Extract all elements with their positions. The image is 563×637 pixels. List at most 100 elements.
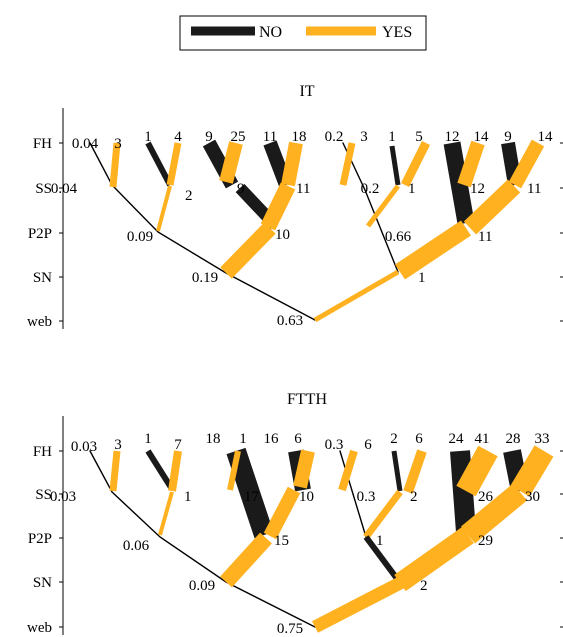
branch-no: [389, 145, 401, 186]
branch-yes: [166, 142, 182, 186]
branch-no: [145, 449, 175, 491]
level-label-p2p: P2P: [28, 531, 52, 547]
branch-yes: [263, 486, 301, 540]
level-label-web: web: [27, 620, 52, 636]
fh-value-label: 16: [264, 431, 280, 447]
fh-value-label: 7: [174, 437, 182, 453]
p2p-value-label: 15: [274, 533, 289, 549]
branch-yes: [394, 526, 474, 592]
fh-value-label: 14: [538, 129, 554, 145]
sn-value-label: 0.19: [192, 270, 218, 286]
fh-value-label: 9: [205, 129, 213, 145]
p2p-value-label: 1: [376, 533, 384, 549]
branch-yes: [220, 222, 276, 279]
p2p-value-label: 29: [478, 533, 493, 549]
branch-yes: [109, 142, 121, 188]
branch-yes: [366, 184, 400, 228]
fh-value-label: 0.2: [325, 129, 344, 145]
level-label-ss: SS: [35, 181, 52, 197]
branch-no: [145, 141, 173, 187]
fh-value-label: 0.04: [72, 136, 99, 152]
branch-yes: [313, 269, 400, 323]
branch-yes: [156, 185, 172, 232]
p2p-value-label: 0.09: [127, 229, 153, 245]
branch-yes: [260, 182, 296, 231]
branch-yes: [220, 532, 272, 588]
level-label-sn: SN: [33, 575, 52, 591]
fh-value-label: 41: [475, 431, 490, 447]
branch-yes: [403, 449, 427, 494]
ss-value-label: 17: [244, 489, 260, 505]
branch-yes: [395, 220, 471, 280]
p2p-value-label: 0.66: [385, 229, 412, 245]
sn-value-label: 0.09: [189, 578, 215, 594]
p2p-value-label: 10: [275, 227, 290, 243]
ss-value-label: 0.3: [357, 489, 376, 505]
branch-no: [226, 447, 274, 539]
fh-value-label: 33: [535, 431, 550, 447]
ss-value-label: 11: [296, 181, 310, 197]
branch-yes: [508, 139, 545, 189]
fh-value-label: 3: [114, 437, 122, 453]
fh-value-label: 6: [364, 437, 372, 453]
fh-value-label: 1: [144, 129, 152, 145]
level-label-p2p: P2P: [28, 226, 52, 242]
fh-value-label: 18: [292, 129, 307, 145]
fh-value-label: 3: [114, 136, 122, 152]
branch-yes: [219, 141, 243, 184]
branch-no: [391, 450, 403, 492]
branch-yes: [158, 491, 174, 536]
branch-yes: [460, 483, 528, 544]
tree-branch-line: [339, 450, 367, 538]
branch-yes: [457, 140, 485, 188]
fh-value-label: 6: [294, 431, 302, 447]
fh-value-label: 2: [390, 431, 398, 447]
ss-value-label: 0.04: [51, 181, 78, 197]
branch-yes: [281, 141, 303, 187]
tree-branch-line: [89, 142, 316, 321]
fh-value-label: 0.03: [71, 439, 97, 455]
fh-value-label: 24: [449, 431, 465, 447]
ss-value-label: 2: [410, 489, 418, 505]
fh-value-label: 3: [360, 129, 368, 145]
legend-label-no: NO: [259, 24, 282, 41]
branch-no: [363, 535, 401, 582]
branch-yes: [339, 142, 356, 186]
p2p-value-label: 11: [478, 229, 492, 245]
fh-value-label: 1: [144, 431, 152, 447]
sn-value-label: 1: [418, 270, 426, 286]
root-value-label: 0.63: [277, 313, 303, 329]
branch-yes: [293, 449, 315, 489]
fh-value-label: 25: [231, 129, 246, 145]
root-value-label: 0.75: [277, 621, 303, 637]
panel-ftth: FTTH FH SS P2P SN web 0.75 0.09 2 0.06 15 1 29 0.03 1 1…: [27, 391, 563, 637]
branch-yes: [227, 450, 241, 491]
branch-yes: [109, 450, 121, 492]
fh-value-label: 6: [415, 431, 423, 447]
fh-value-label: 0.3: [325, 437, 344, 453]
branch-yes: [456, 445, 498, 497]
legend: NO YES: [179, 15, 427, 51]
level-label-sn: SN: [33, 270, 52, 286]
fh-value-label: 18: [206, 431, 221, 447]
ss-value-label: 0.03: [50, 489, 76, 505]
branch-yes: [363, 489, 403, 540]
branch-yes: [400, 140, 431, 188]
level-label-ss: SS: [35, 487, 52, 503]
branch-yes: [338, 449, 358, 492]
fh-value-label: 1: [388, 129, 396, 145]
branch-yes: [463, 179, 521, 235]
ss-value-label: 1: [184, 489, 192, 505]
fh-value-label: 1: [239, 431, 247, 447]
ss-value-label: 1: [408, 181, 416, 197]
fh-value-label: 14: [474, 129, 490, 145]
ss-value-label: 26: [478, 489, 494, 505]
ss-value-label: 9: [237, 181, 245, 197]
fh-value-label: 9: [504, 129, 512, 145]
legend-label-yes: YES: [382, 24, 412, 41]
fh-value-label: 12: [445, 129, 460, 145]
fh-value-label: 28: [506, 431, 521, 447]
fh-value-label: 11: [263, 129, 277, 145]
